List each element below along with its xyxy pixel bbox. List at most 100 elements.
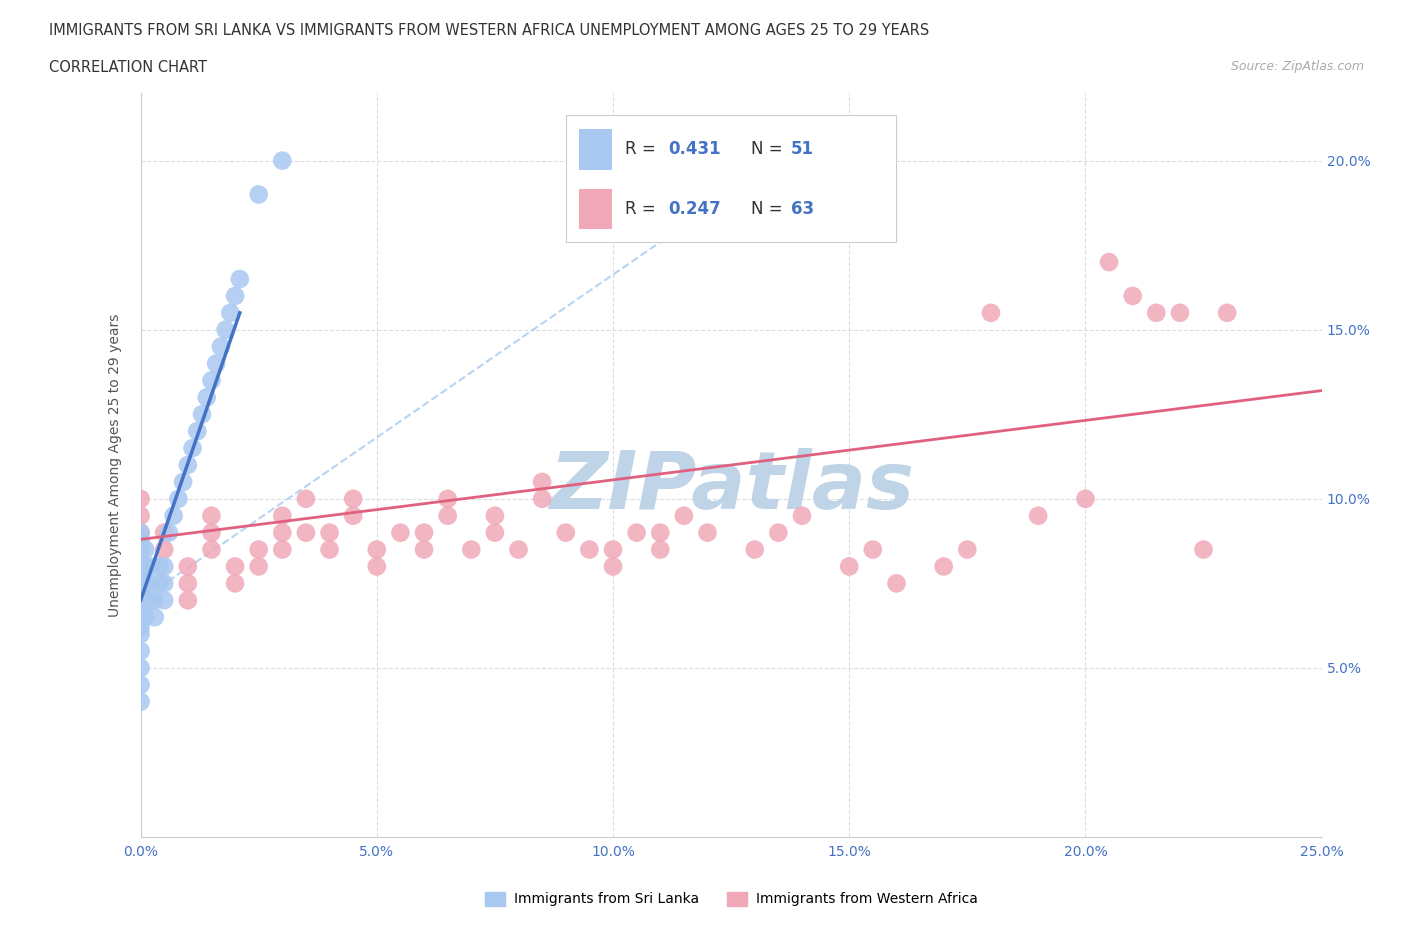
Point [672, 509, 695, 524]
Point [134, 576, 156, 591]
Point [247, 559, 270, 574]
Point [200, 373, 222, 388]
Point [129, 586, 152, 601]
Point [1098, 255, 1121, 270]
Point [163, 509, 186, 524]
Point [366, 559, 388, 574]
Point [389, 525, 412, 540]
Point [153, 525, 176, 540]
Point [626, 525, 648, 540]
Point [143, 592, 166, 607]
Point [980, 305, 1002, 320]
Legend: Immigrants from Sri Lanka, Immigrants from Western Africa: Immigrants from Sri Lanka, Immigrants fr… [479, 886, 983, 912]
Point [129, 552, 152, 567]
Point [602, 559, 624, 574]
Point [129, 660, 152, 675]
Point [143, 610, 166, 625]
Point [134, 592, 156, 607]
Point [578, 542, 600, 557]
Point [413, 542, 436, 557]
Point [177, 576, 200, 591]
Point [129, 644, 152, 658]
Text: CORRELATION CHART: CORRELATION CHART [49, 60, 207, 75]
Point [129, 677, 152, 692]
Point [191, 406, 214, 421]
Point [177, 592, 200, 607]
Point [224, 288, 246, 303]
Point [139, 576, 162, 591]
Point [153, 576, 176, 591]
Point [508, 542, 530, 557]
Point [153, 592, 176, 607]
Point [295, 491, 318, 506]
Point [366, 542, 388, 557]
Point [214, 323, 236, 338]
Point [209, 339, 232, 354]
Point [531, 474, 554, 489]
Point [129, 610, 152, 625]
Point [129, 613, 152, 628]
Point [318, 525, 340, 540]
Point [484, 525, 506, 540]
Point [129, 559, 152, 574]
Point [271, 509, 294, 524]
Point [129, 592, 152, 607]
Point [1216, 305, 1239, 320]
Point [200, 525, 222, 540]
Point [247, 542, 270, 557]
Point [129, 525, 152, 540]
Text: Source: ZipAtlas.com: Source: ZipAtlas.com [1230, 60, 1364, 73]
Text: IMMIGRANTS FROM SRI LANKA VS IMMIGRANTS FROM WESTERN AFRICA UNEMPLOYMENT AMONG A: IMMIGRANTS FROM SRI LANKA VS IMMIGRANTS … [49, 23, 929, 38]
Point [139, 592, 162, 607]
Point [134, 542, 156, 557]
Point [744, 542, 766, 557]
Point [224, 576, 246, 591]
Point [886, 576, 908, 591]
Point [342, 491, 364, 506]
Point [413, 525, 436, 540]
Point [247, 187, 270, 202]
Point [1122, 288, 1144, 303]
Point [134, 610, 156, 625]
Point [177, 458, 200, 472]
Point [200, 509, 222, 524]
Point [148, 559, 170, 574]
Point [205, 356, 228, 371]
Point [153, 542, 176, 557]
Point [129, 606, 152, 621]
Point [1192, 542, 1215, 557]
Point [129, 695, 152, 710]
Point [129, 542, 152, 557]
Point [318, 542, 340, 557]
Y-axis label: Unemployment Among Ages 25 to 29 years: Unemployment Among Ages 25 to 29 years [108, 313, 122, 617]
Point [219, 305, 242, 320]
Point [790, 509, 813, 524]
Point [1026, 509, 1049, 524]
Point [129, 565, 152, 580]
Point [650, 525, 672, 540]
Point [148, 576, 170, 591]
Point [134, 559, 156, 574]
Point [838, 559, 860, 574]
Point [172, 474, 194, 489]
Point [271, 153, 294, 168]
Point [181, 441, 204, 456]
Point [129, 620, 152, 635]
Point [956, 542, 979, 557]
Point [342, 509, 364, 524]
Point [224, 559, 246, 574]
Point [229, 272, 252, 286]
Point [696, 525, 718, 540]
Point [129, 532, 152, 547]
Point [295, 525, 318, 540]
Point [554, 525, 576, 540]
Point [531, 491, 554, 506]
Point [932, 559, 955, 574]
Point [1074, 491, 1097, 506]
Point [602, 542, 624, 557]
Point [436, 491, 458, 506]
Point [186, 424, 208, 439]
Point [768, 525, 790, 540]
Point [436, 509, 458, 524]
Point [153, 559, 176, 574]
